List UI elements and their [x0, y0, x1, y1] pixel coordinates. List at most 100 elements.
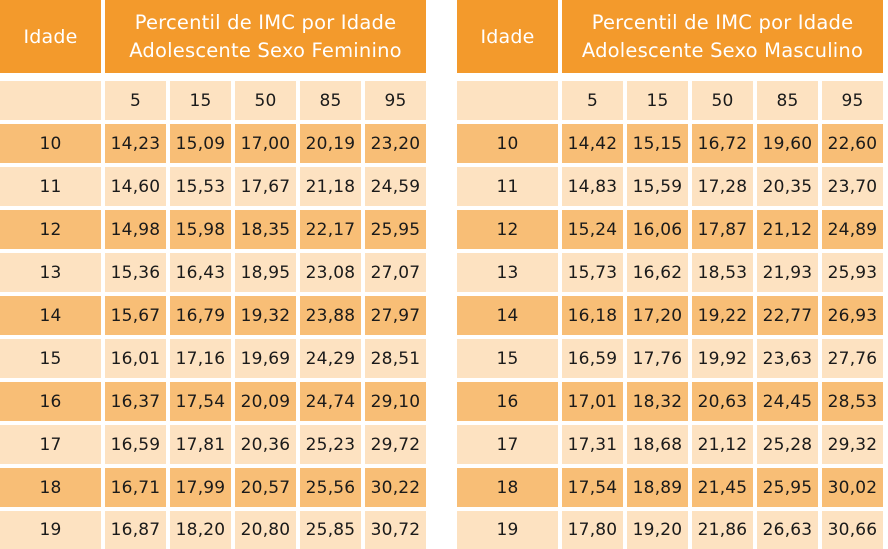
bmi-value-cell: 30,22: [365, 468, 426, 507]
age-cell: 17: [457, 425, 558, 464]
bmi-value-cell: 27,07: [365, 253, 426, 292]
table-title-line2: Adolescente Sexo Masculino: [581, 38, 864, 62]
bmi-value-cell: 25,93: [822, 253, 883, 292]
bmi-value-cell: 21,86: [692, 511, 753, 549]
bmi-value-cell: 14,98: [105, 210, 166, 249]
bmi-value-cell: 30,02: [822, 468, 883, 507]
age-cell: 16: [0, 382, 101, 421]
percentile-header-50: 50: [692, 81, 753, 120]
bmi-value-cell: 27,97: [365, 296, 426, 335]
bmi-value-cell: 25,28: [757, 425, 818, 464]
bmi-value-cell: 16,62: [627, 253, 688, 292]
percentile-header-blank: [457, 81, 558, 120]
bmi-value-cell: 24,45: [757, 382, 818, 421]
bmi-value-cell: 23,88: [300, 296, 361, 335]
percentile-header-5: 5: [105, 81, 166, 120]
bmi-value-cell: 18,35: [235, 210, 296, 249]
bmi-value-cell: 17,16: [170, 339, 231, 378]
percentile-header-85: 85: [300, 81, 361, 120]
bmi-value-cell: 17,67: [235, 167, 296, 206]
bmi-value-cell: 24,29: [300, 339, 361, 378]
bmi-value-cell: 16,87: [105, 511, 166, 549]
bmi-value-cell: 19,92: [692, 339, 753, 378]
bmi-value-cell: 15,73: [562, 253, 623, 292]
bmi-value-cell: 17,76: [627, 339, 688, 378]
bmi-value-cell: 29,32: [822, 425, 883, 464]
bmi-value-cell: 15,24: [562, 210, 623, 249]
bmi-value-cell: 15,36: [105, 253, 166, 292]
bmi-value-cell: 18,32: [627, 382, 688, 421]
percentile-header-95: 95: [822, 81, 883, 120]
bmi-value-cell: 15,59: [627, 167, 688, 206]
bmi-value-cell: 17,99: [170, 468, 231, 507]
idade-header: Idade: [457, 0, 558, 73]
age-cell: 19: [0, 511, 101, 549]
percentile-header-85: 85: [757, 81, 818, 120]
bmi-value-cell: 19,60: [757, 124, 818, 163]
table-title: Percentil de IMC por Idade Adolescente Se…: [562, 0, 883, 73]
bmi-value-cell: 16,06: [627, 210, 688, 249]
age-cell: 11: [457, 167, 558, 206]
bmi-value-cell: 25,56: [300, 468, 361, 507]
bmi-value-cell: 17,31: [562, 425, 623, 464]
percentile-header-15: 15: [627, 81, 688, 120]
age-cell: 13: [0, 253, 101, 292]
bmi-value-cell: 17,54: [170, 382, 231, 421]
age-cell: 10: [457, 124, 558, 163]
age-cell: 14: [457, 296, 558, 335]
bmi-value-cell: 21,93: [757, 253, 818, 292]
bmi-value-cell: 25,95: [365, 210, 426, 249]
bmi-value-cell: 27,76: [822, 339, 883, 378]
idade-header: Idade: [0, 0, 101, 73]
bmi-value-cell: 20,57: [235, 468, 296, 507]
bmi-value-cell: 20,19: [300, 124, 361, 163]
bmi-value-cell: 24,59: [365, 167, 426, 206]
bmi-value-cell: 23,20: [365, 124, 426, 163]
bmi-value-cell: 16,59: [105, 425, 166, 464]
bmi-value-cell: 17,00: [235, 124, 296, 163]
bmi-value-cell: 20,63: [692, 382, 753, 421]
bmi-value-cell: 29,72: [365, 425, 426, 464]
bmi-value-cell: 28,53: [822, 382, 883, 421]
bmi-value-cell: 29,10: [365, 382, 426, 421]
bmi-value-cell: 14,42: [562, 124, 623, 163]
bmi-value-cell: 17,20: [627, 296, 688, 335]
bmi-value-cell: 20,35: [757, 167, 818, 206]
bmi-value-cell: 24,74: [300, 382, 361, 421]
percentile-header-5: 5: [562, 81, 623, 120]
bmi-value-cell: 23,70: [822, 167, 883, 206]
bmi-value-cell: 26,93: [822, 296, 883, 335]
bmi-value-cell: 14,23: [105, 124, 166, 163]
bmi-value-cell: 16,43: [170, 253, 231, 292]
bmi-value-cell: 17,80: [562, 511, 623, 549]
bmi-value-cell: 14,60: [105, 167, 166, 206]
percentile-header-blank: [0, 81, 101, 120]
bmi-value-cell: 18,68: [627, 425, 688, 464]
bmi-value-cell: 15,15: [627, 124, 688, 163]
bmi-value-cell: 17,87: [692, 210, 753, 249]
bmi-value-cell: 17,54: [562, 468, 623, 507]
bmi-value-cell: 25,85: [300, 511, 361, 549]
bmi-value-cell: 16,59: [562, 339, 623, 378]
bmi-value-cell: 22,77: [757, 296, 818, 335]
age-cell: 18: [0, 468, 101, 507]
bmi-value-cell: 17,28: [692, 167, 753, 206]
percentile-header-50: 50: [235, 81, 296, 120]
bmi-value-cell: 15,53: [170, 167, 231, 206]
bmi-value-cell: 16,37: [105, 382, 166, 421]
age-cell: 15: [457, 339, 558, 378]
bmi-value-cell: 18,95: [235, 253, 296, 292]
bmi-value-cell: 30,66: [822, 511, 883, 549]
age-cell: 12: [0, 210, 101, 249]
age-cell: 19: [457, 511, 558, 549]
bmi-value-cell: 23,63: [757, 339, 818, 378]
bmi-value-cell: 23,08: [300, 253, 361, 292]
bmi-value-cell: 21,12: [757, 210, 818, 249]
bmi-value-cell: 20,09: [235, 382, 296, 421]
bmi-value-cell: 19,69: [235, 339, 296, 378]
bmi-value-cell: 25,95: [757, 468, 818, 507]
bmi-value-cell: 22,60: [822, 124, 883, 163]
bmi-value-cell: 16,79: [170, 296, 231, 335]
bmi-value-cell: 18,89: [627, 468, 688, 507]
bmi-value-cell: 14,83: [562, 167, 623, 206]
